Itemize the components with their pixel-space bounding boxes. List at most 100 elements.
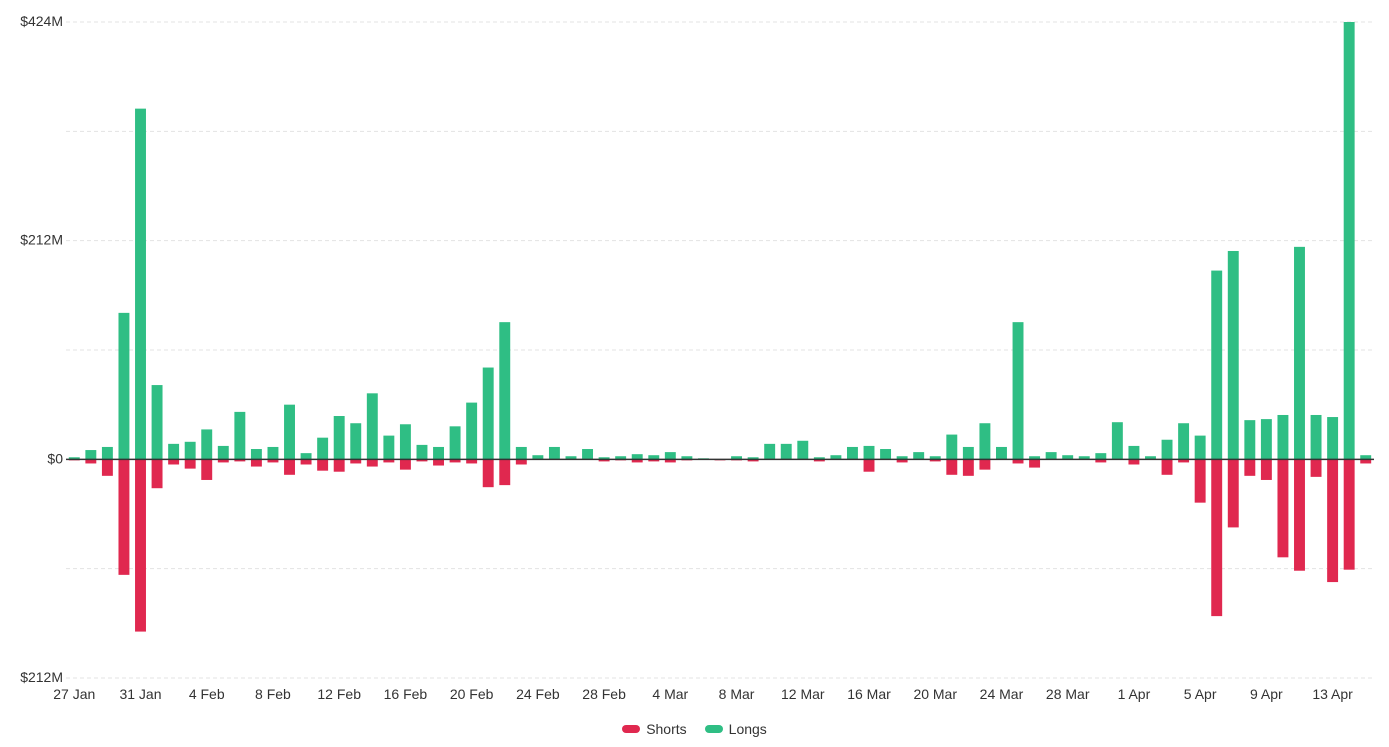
shorts-bar xyxy=(962,459,974,476)
longs-bar xyxy=(1078,456,1090,460)
shorts-bar xyxy=(631,459,643,463)
y-tick-label: $424M xyxy=(20,13,63,29)
longs-bar xyxy=(780,443,792,460)
longs-bar xyxy=(1343,22,1355,460)
longs-bar xyxy=(499,322,511,460)
shorts-bar xyxy=(201,459,213,480)
x-tick-label: 1 Apr xyxy=(1118,686,1151,702)
longs-bar xyxy=(615,456,627,460)
longs-bar xyxy=(1161,439,1173,460)
longs-bar xyxy=(201,429,213,460)
longs-bar xyxy=(1227,250,1239,460)
longs-bar xyxy=(184,441,196,460)
shorts-bar xyxy=(929,459,941,462)
shorts-bar xyxy=(234,459,246,462)
shorts-bar xyxy=(1277,459,1289,558)
longs-bar xyxy=(1062,455,1074,460)
shorts-bar xyxy=(1211,459,1223,617)
shorts-bar xyxy=(1343,459,1355,570)
longs-bar xyxy=(731,456,743,460)
longs-bar xyxy=(1012,322,1024,460)
shorts-bar xyxy=(979,459,991,470)
longs-bar xyxy=(913,452,925,460)
longs-bar xyxy=(234,411,246,460)
shorts-bar xyxy=(1194,459,1206,503)
legend-swatch-shorts xyxy=(622,725,641,733)
shorts-bar xyxy=(896,459,908,463)
longs-bar xyxy=(383,435,395,460)
longs-bar xyxy=(929,456,941,460)
longs-bar xyxy=(747,457,759,460)
shorts-bar xyxy=(250,459,262,467)
shorts-bar xyxy=(217,459,229,463)
longs-bar xyxy=(1045,452,1057,460)
legend-swatch-longs xyxy=(704,725,723,733)
longs-bar xyxy=(1327,417,1339,460)
legend-item-shorts[interactable]: Shorts xyxy=(622,721,687,737)
shorts-bar xyxy=(1178,459,1190,463)
shorts-bar xyxy=(433,459,444,466)
shorts-bar xyxy=(515,459,527,465)
longs-bar xyxy=(880,449,892,460)
shorts-bar xyxy=(1327,459,1339,583)
shorts-bar xyxy=(416,459,428,462)
longs-bar xyxy=(1128,445,1140,460)
shorts-bar xyxy=(1294,459,1305,571)
shorts-bar xyxy=(317,459,329,471)
longs-bar xyxy=(846,446,858,460)
x-tick-label: 8 Mar xyxy=(719,686,755,702)
longs-bar xyxy=(1211,270,1223,460)
legend-label-shorts: Shorts xyxy=(646,721,687,737)
longs-bar xyxy=(1145,456,1156,460)
longs-bar xyxy=(532,455,544,460)
shorts-bar xyxy=(1260,459,1272,480)
y-tick-label: $0 xyxy=(47,450,63,466)
shorts-bar xyxy=(1012,459,1024,464)
x-tick-label: 8 Feb xyxy=(255,686,291,702)
x-tick-label: 28 Mar xyxy=(1046,686,1090,702)
shorts-bar xyxy=(1244,459,1256,476)
longs-bar xyxy=(565,456,577,460)
longs-bar xyxy=(1310,414,1322,460)
shorts-bar xyxy=(648,459,660,462)
longs-bar xyxy=(1277,414,1289,460)
longs-bar xyxy=(333,416,345,460)
x-tick-label: 16 Mar xyxy=(847,686,891,702)
longs-bar xyxy=(1244,420,1256,460)
shorts-bar xyxy=(449,459,461,463)
shorts-bar xyxy=(267,459,279,463)
shorts-bar xyxy=(1310,459,1322,477)
longs-bar xyxy=(813,457,825,460)
shorts-bar xyxy=(499,459,511,486)
x-tick-label: 4 Mar xyxy=(652,686,688,702)
longs-bar xyxy=(764,443,776,460)
longs-bar xyxy=(300,453,312,460)
longs-bar xyxy=(830,455,842,460)
longs-bar xyxy=(118,312,130,460)
shorts-bar xyxy=(366,459,378,467)
shorts-bar xyxy=(598,459,610,462)
longs-bar xyxy=(482,367,494,460)
x-tick-label: 9 Apr xyxy=(1250,686,1283,702)
longs-bar xyxy=(1111,422,1123,460)
longs-bar xyxy=(217,445,229,460)
longs-bar xyxy=(1029,456,1041,460)
longs-bar xyxy=(648,455,660,460)
x-tick-label: 24 Feb xyxy=(516,686,560,702)
shorts-bar xyxy=(101,459,113,476)
longs-bar xyxy=(399,424,411,460)
longs-bar xyxy=(896,456,908,460)
longs-bar xyxy=(416,444,428,460)
x-tick-label: 12 Mar xyxy=(781,686,825,702)
longs-bar xyxy=(598,457,610,460)
longs-bar xyxy=(681,456,693,460)
x-tick-label: 20 Mar xyxy=(913,686,957,702)
shorts-bar xyxy=(151,459,163,489)
legend-item-longs[interactable]: Longs xyxy=(704,721,767,737)
x-tick-label: 27 Jan xyxy=(53,686,95,702)
longs-bar xyxy=(1194,435,1206,460)
shorts-bar xyxy=(284,459,295,475)
shorts-bar xyxy=(118,459,130,575)
longs-bar xyxy=(664,452,676,460)
